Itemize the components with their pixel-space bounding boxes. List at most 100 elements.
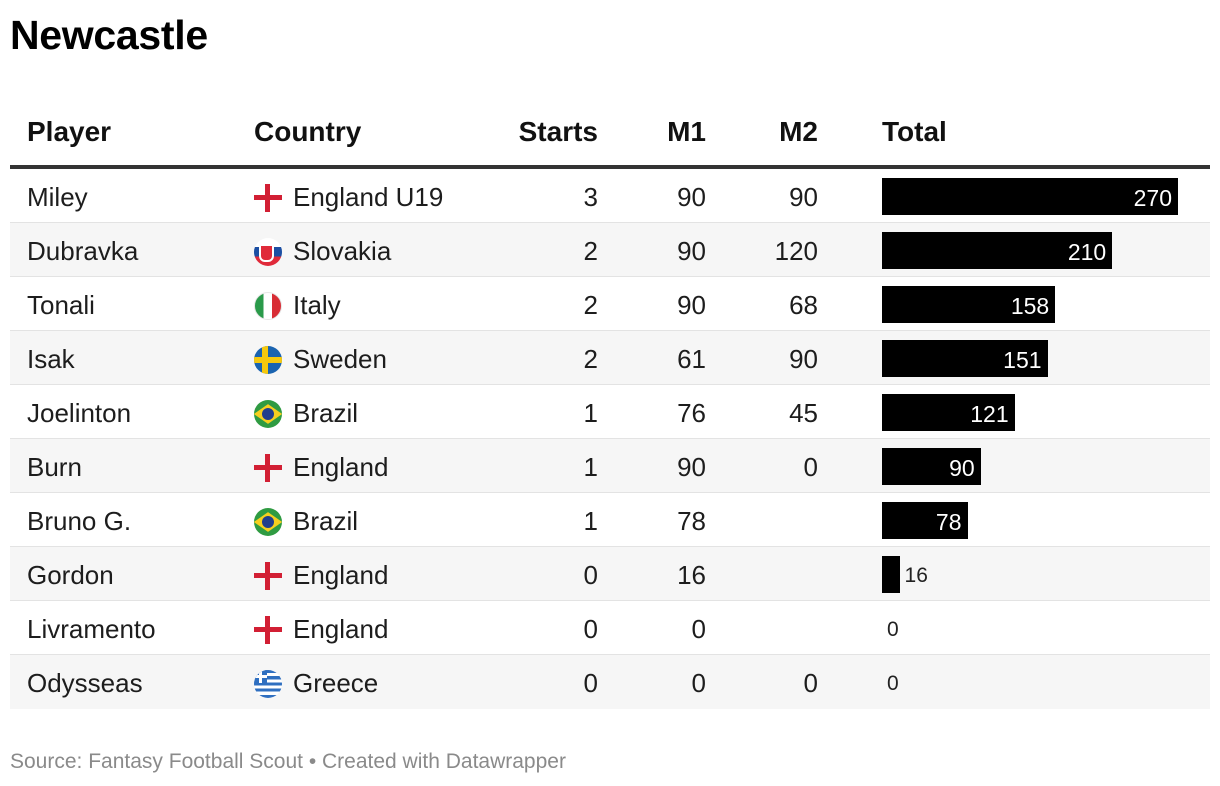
slovakia-flag-icon: [254, 237, 282, 266]
table-row: Isak Sweden 2 61 90 151: [10, 331, 1210, 385]
total-bar-label: 158: [1010, 293, 1050, 319]
table-row: Joelinton Brazil 1 76 45 121: [10, 385, 1210, 439]
player-name: Gordon: [27, 560, 114, 590]
m1-value: 61: [677, 344, 706, 374]
player-name: Miley: [27, 182, 88, 212]
starts-value: 0: [583, 614, 598, 644]
m2-value: 0: [803, 668, 818, 698]
country-name: Brazil: [293, 506, 359, 536]
england-flag-icon: [254, 615, 282, 644]
player-name: Bruno G.: [27, 506, 132, 536]
country-name: Slovakia: [293, 236, 392, 266]
starts-value: 2: [583, 344, 598, 374]
m2-value: 90: [789, 344, 818, 374]
country-cell: Brazil: [254, 398, 358, 429]
brazil-flag-icon: [254, 507, 282, 536]
country-name: England: [293, 614, 389, 644]
total-bar-label: 151: [1003, 347, 1042, 373]
brazil-flag-icon: [254, 399, 282, 428]
greece-flag-icon: [254, 669, 282, 698]
total-bar-label: 121: [970, 401, 1009, 427]
player-name: Isak: [27, 344, 75, 374]
country-cell: England: [254, 452, 388, 483]
table-row: Odysseas Greece 0 0 0 0: [10, 655, 1210, 709]
country-name: Italy: [293, 290, 341, 320]
m2-value: 45: [789, 398, 818, 428]
table-header: Player Country Starts M1 M2 Total: [10, 96, 1210, 169]
m1-value: 90: [677, 182, 706, 212]
player-name: Joelinton: [27, 398, 132, 428]
total-bar-label: 16: [904, 564, 928, 587]
total-bar: [882, 502, 968, 539]
data-table: Player Country Starts M1 M2 Total Miley E…: [10, 96, 1210, 709]
total-bar-label: 0: [887, 672, 899, 695]
country-cell: Sweden: [254, 344, 387, 375]
sweden-flag-icon: [254, 345, 282, 374]
total-bar-label: 270: [1133, 185, 1172, 211]
table-row: Livramento England 0 0 0: [10, 601, 1210, 655]
m1-value: 0: [691, 668, 706, 698]
country-cell: England: [254, 614, 388, 645]
m1-value: 90: [677, 236, 706, 266]
total-bar-label: 78: [935, 509, 962, 535]
total-bar: [882, 448, 981, 485]
player-name: Burn: [27, 452, 82, 482]
italy-flag-icon: [254, 291, 282, 320]
player-name: Dubravka: [27, 236, 139, 266]
source-footer: Source: Fantasy Football Scout • Created…: [10, 750, 566, 773]
country-name: England U19: [293, 182, 444, 212]
england-flag-icon: [254, 183, 282, 212]
m2-value: 0: [803, 452, 818, 482]
m1-value: 16: [677, 560, 706, 590]
column-header-player[interactable]: Player: [27, 116, 112, 147]
country-cell: Greece: [254, 668, 378, 699]
england-flag-icon: [254, 453, 282, 482]
starts-value: 3: [583, 182, 598, 212]
total-bar-label: 0: [887, 618, 899, 641]
country-cell: England U19: [254, 182, 443, 213]
table-row: Miley England U19 3 90 90 270: [10, 169, 1210, 223]
total-bar: [882, 556, 900, 593]
starts-value: 0: [583, 560, 598, 590]
starts-value: 1: [583, 398, 598, 428]
total-bar: [882, 286, 1056, 323]
m2-value: 90: [789, 182, 818, 212]
starts-value: 0: [583, 668, 598, 698]
column-header-total[interactable]: Total: [882, 116, 947, 147]
country-cell: Slovakia: [254, 236, 391, 267]
m1-value: 78: [677, 506, 706, 536]
total-bar-label: 90: [949, 455, 975, 481]
m1-value: 90: [677, 452, 706, 482]
country-cell: Italy: [254, 290, 341, 321]
country-cell: England: [254, 560, 388, 591]
country-name: Sweden: [293, 344, 387, 374]
player-name: Livramento: [27, 614, 156, 644]
player-name: Tonali: [27, 290, 95, 320]
m2-value: 68: [789, 290, 818, 320]
m1-value: 90: [677, 290, 706, 320]
table-row: Tonali Italy 2 90 68 158: [10, 277, 1210, 331]
column-header-country[interactable]: Country: [254, 116, 362, 147]
england-flag-icon: [254, 561, 282, 590]
m1-value: 76: [677, 398, 706, 428]
country-cell: Brazil: [254, 506, 358, 537]
total-bar: [882, 340, 1048, 377]
player-name: Odysseas: [27, 668, 143, 698]
starts-value: 2: [583, 290, 598, 320]
table-row: Burn England 1 90 0 90: [10, 439, 1210, 493]
total-bar-label: 210: [1067, 239, 1107, 265]
column-header-m1[interactable]: M1: [667, 116, 706, 147]
starts-value: 1: [583, 506, 598, 536]
m2-value: 120: [774, 236, 818, 266]
m1-value: 0: [691, 614, 706, 644]
country-name: England: [293, 560, 389, 590]
column-header-starts[interactable]: Starts: [518, 116, 598, 147]
chart-title: Newcastle: [10, 12, 208, 58]
total-bar: [882, 232, 1113, 269]
total-bar: [882, 394, 1015, 431]
starts-value: 2: [583, 236, 598, 266]
table-row: Dubravka Slovakia 2 90 120 210: [10, 223, 1210, 277]
column-header-m2[interactable]: M2: [779, 116, 818, 147]
starts-value: 1: [583, 452, 598, 482]
country-name: Greece: [293, 668, 379, 698]
